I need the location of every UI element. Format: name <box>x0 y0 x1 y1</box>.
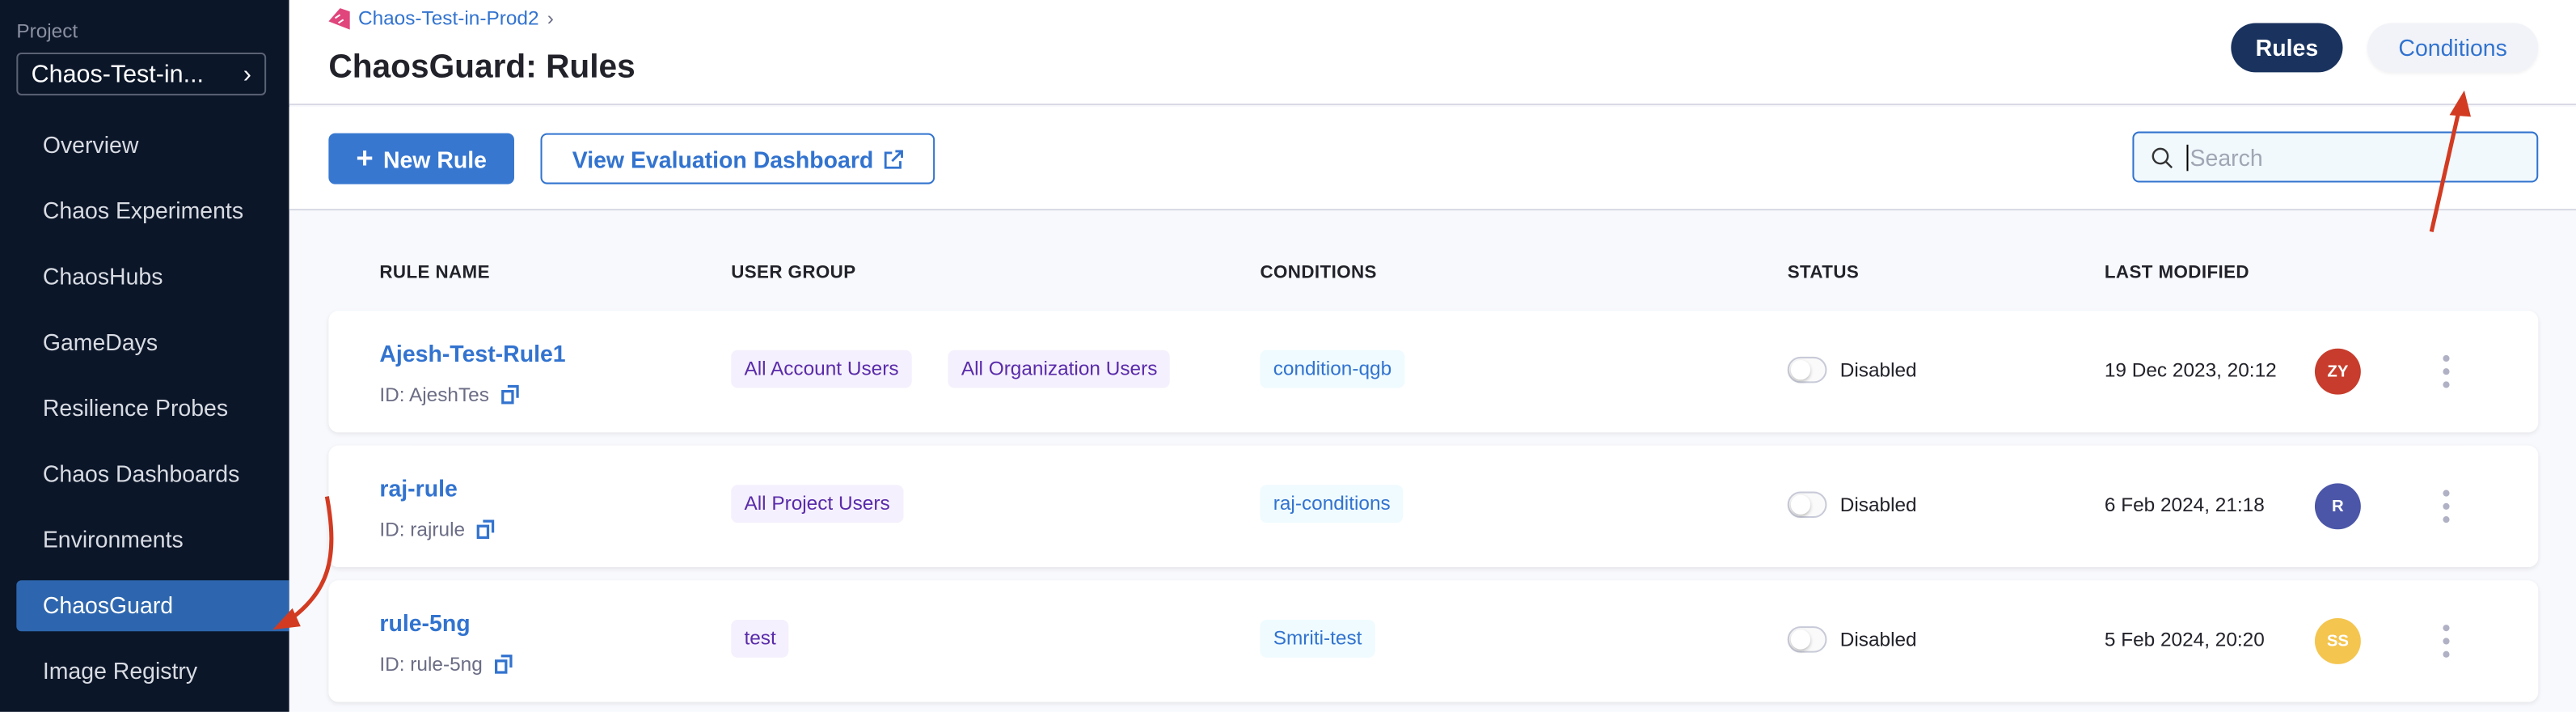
column-header: STATUS <box>1787 263 1860 283</box>
last-modified: 6 Feb 2024, 21:18 <box>2104 493 2265 517</box>
sidebar-item-environments[interactable]: Environments <box>42 526 184 553</box>
search-input[interactable]: Search <box>2132 131 2539 183</box>
status-label: Disabled <box>1839 493 1917 517</box>
project-logo-icon <box>328 7 350 29</box>
rule-id: ID: rule-5ng <box>379 653 512 676</box>
table-row[interactable]: Ajesh-Test-Rule1 ID: AjeshTes All Accoun… <box>328 311 2539 433</box>
rule-id: ID: rajrule <box>379 518 495 541</box>
arrowhead <box>272 608 301 630</box>
avatar: R <box>2314 483 2361 530</box>
status-toggle[interactable] <box>1787 356 1827 384</box>
breadcrumb[interactable]: Chaos-Test-in-Prod2 › <box>328 6 554 30</box>
avatar: SS <box>2314 617 2361 664</box>
project-name: Chaos-Test-in... <box>31 60 205 88</box>
condition-link[interactable]: raj-conditions <box>1260 485 1404 523</box>
sidebar-item-chaos-dashboards[interactable]: Chaos Dashboards <box>42 460 240 487</box>
user-group-tag: All Project Users <box>731 485 903 523</box>
breadcrumb-project[interactable]: Chaos-Test-in-Prod2 <box>357 6 539 30</box>
more-options-icon[interactable] <box>2438 625 2454 658</box>
avatar: ZY <box>2314 348 2361 395</box>
table-row[interactable]: raj-rule ID: rajrule All Project Users r… <box>328 445 2539 568</box>
page-title: ChaosGuard: Rules <box>328 49 636 86</box>
sidebar-item-chaos-experiments[interactable]: Chaos Experiments <box>42 197 244 224</box>
arrowhead <box>2449 90 2471 117</box>
tab-conditions[interactable]: Conditions <box>2367 23 2539 73</box>
user-group-tag: test <box>731 620 790 658</box>
sidebar-item-chaoshubs[interactable]: ChaosHubs <box>42 263 163 290</box>
toolbar: + New Rule View Evaluation Dashboard Sear… <box>289 107 2576 211</box>
rule-id-text: ID: rajrule <box>379 518 466 541</box>
new-rule-label: New Rule <box>382 145 487 172</box>
rule-id-text: ID: AjeshTes <box>379 383 489 406</box>
more-options-icon[interactable] <box>2438 354 2454 388</box>
external-link-icon <box>884 149 903 168</box>
search-icon <box>2152 146 2173 168</box>
column-header: RULE NAME <box>379 263 490 283</box>
annotation-arrow-chaosguard <box>286 496 334 624</box>
more-options-icon[interactable] <box>2438 490 2454 523</box>
last-modified: 5 Feb 2024, 20:20 <box>2104 628 2265 651</box>
sidebar-item-overview[interactable]: Overview <box>42 131 139 159</box>
user-group-tag: All Organization Users <box>948 350 1171 388</box>
status-toggle[interactable] <box>1787 491 1827 519</box>
column-header: USER GROUP <box>731 263 856 283</box>
new-rule-button[interactable]: + New Rule <box>328 133 514 184</box>
page-header: Chaos-Test-in-Prod2 › ChaosGuard: Rules R… <box>289 0 2576 106</box>
condition-link[interactable]: Smriti-test <box>1260 620 1375 658</box>
view-evaluation-dashboard-button[interactable]: View Evaluation Dashboard <box>540 133 935 184</box>
last-modified: 19 Dec 2023, 20:12 <box>2104 358 2277 382</box>
rule-id: ID: AjeshTes <box>379 383 519 406</box>
sidebar-item-gamedays[interactable]: GameDays <box>42 328 158 355</box>
sidebar-item-resilience-probes[interactable]: Resilience Probes <box>42 394 229 422</box>
column-header: CONDITIONS <box>1260 263 1377 283</box>
plus-icon: + <box>356 141 374 175</box>
annotation-arrow-conditions <box>2429 108 2462 233</box>
status: Disabled <box>1787 626 1917 653</box>
status: Disabled <box>1787 356 1917 384</box>
tab-rules[interactable]: Rules <box>2231 23 2343 73</box>
project-selector[interactable]: Chaos-Test-in... › <box>16 53 267 95</box>
copy-icon[interactable] <box>494 655 512 674</box>
status: Disabled <box>1787 491 1917 519</box>
sidebar-item-image-registry[interactable]: Image Registry <box>42 657 198 684</box>
status-toggle[interactable] <box>1787 626 1827 653</box>
sidebar: Project Chaos-Test-in... › Overview Chaos … <box>0 0 289 712</box>
condition-link[interactable]: condition-qgb <box>1260 350 1405 388</box>
project-label: Project <box>16 19 78 43</box>
status-label: Disabled <box>1839 628 1917 651</box>
search-placeholder: Search <box>2186 143 2263 171</box>
table-row[interactable]: rule-5ng ID: rule-5ng test Smriti-test D… <box>328 580 2539 702</box>
column-header: LAST MODIFIED <box>2104 263 2249 283</box>
rule-name-link[interactable]: rule-5ng <box>379 609 471 637</box>
copy-icon[interactable] <box>500 384 519 405</box>
view-dashboard-label: View Evaluation Dashboard <box>572 145 874 172</box>
rule-id-text: ID: rule-5ng <box>379 652 483 676</box>
rule-name-link[interactable]: Ajesh-Test-Rule1 <box>379 340 566 367</box>
copy-icon[interactable] <box>476 519 495 540</box>
chevron-right-icon: › <box>243 60 251 88</box>
sidebar-item-chaosguard[interactable]: ChaosGuard <box>16 580 289 632</box>
status-label: Disabled <box>1839 358 1917 382</box>
user-group-tag: All Account Users <box>731 350 912 388</box>
chevron-right-icon: › <box>547 6 554 30</box>
rule-name-link[interactable]: raj-rule <box>379 475 458 502</box>
